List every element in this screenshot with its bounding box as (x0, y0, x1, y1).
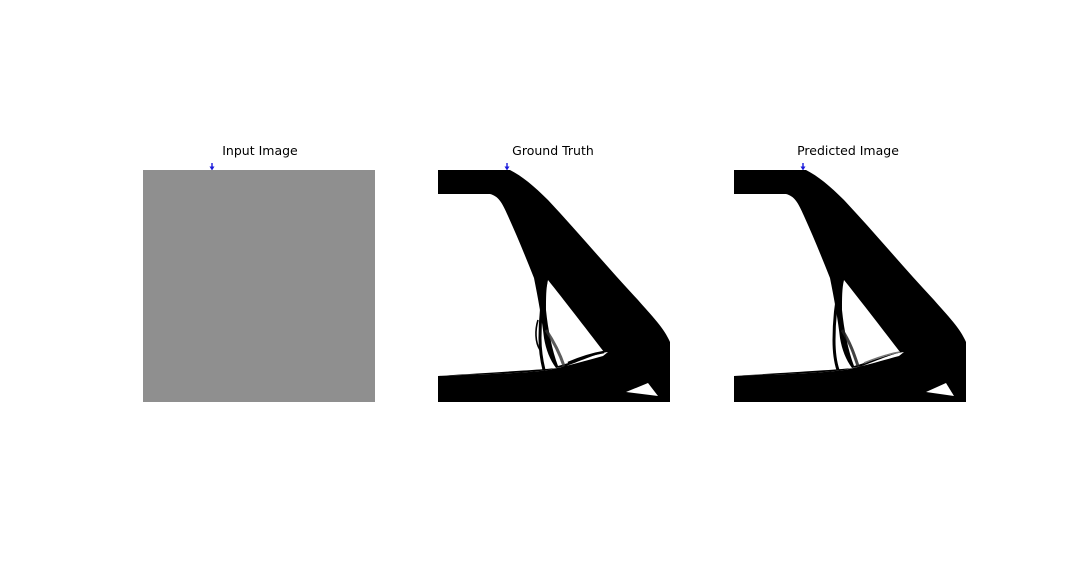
ground-truth-panel: Ground Truth (438, 143, 670, 402)
ground-truth-structure-image (438, 170, 670, 402)
load-arrow-icon (504, 163, 510, 171)
input-image-panel: Input Image (143, 143, 375, 402)
load-arrow-icon (800, 163, 806, 171)
predicted-structure-image (734, 170, 966, 402)
input-image-gray-field (143, 170, 375, 402)
predicted-image-title: Predicted Image (797, 143, 899, 158)
input-image-title: Input Image (222, 143, 298, 158)
load-arrow-icon (209, 163, 215, 171)
predicted-image-panel: Predicted Image (734, 143, 966, 402)
ground-truth-title: Ground Truth (512, 143, 594, 158)
